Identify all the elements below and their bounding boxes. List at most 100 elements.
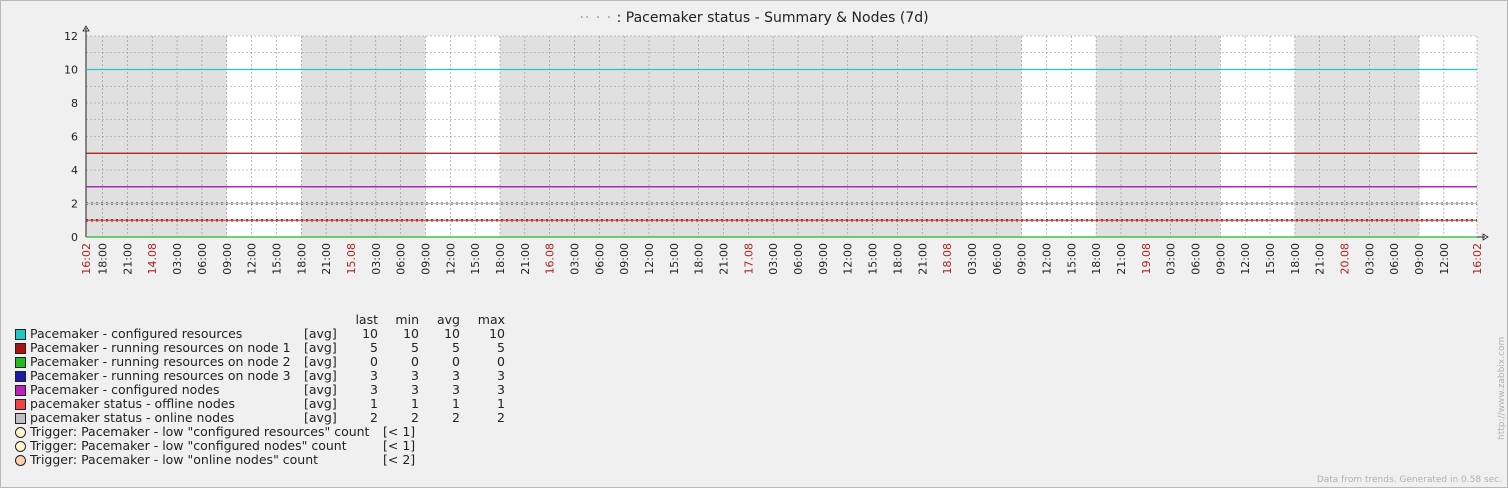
x-tick-label-11: 15.08: [345, 243, 358, 275]
x-tick-label-47: 12:00: [1239, 243, 1252, 275]
y-axis-arrow: [82, 25, 90, 32]
x-tick-label-54: 09:00: [1413, 243, 1426, 275]
legend-item-max: 0: [497, 354, 505, 369]
x-tick-label-51: 20.08: [1339, 243, 1352, 275]
legend-item-last: 0: [370, 354, 378, 369]
x-tick-label-9: 18:00: [295, 243, 308, 275]
x-tick-label-43: 19.08: [1140, 243, 1153, 275]
legend-item-func: [avg]: [304, 340, 337, 355]
legend-item-name: pacemaker status - offline nodes: [30, 396, 235, 411]
legend-item-avg: 10: [444, 326, 460, 341]
legend-item-avg: 1: [452, 396, 460, 411]
x-tick-label-23: 12:00: [643, 243, 656, 275]
legend-item-max: 10: [489, 326, 505, 341]
x-tick-label-38: 09:00: [1016, 243, 1029, 275]
x-tick-label-1: 18:00: [97, 243, 110, 275]
legend-swatch: [15, 329, 26, 340]
trigger-dot-icon: [15, 455, 26, 466]
trigger-name: Trigger: Pacemaker - low "configured res…: [30, 424, 370, 439]
y-tick-label-4: 8: [71, 97, 78, 110]
y-tick-label-5: 10: [64, 64, 78, 77]
legend-item-max: 5: [497, 340, 505, 355]
x-tick-label-39: 12:00: [1040, 243, 1053, 275]
legend-item-avg: 3: [452, 368, 460, 383]
legend-item-avg: 2: [452, 410, 460, 425]
x-tick-label-12: 03:00: [370, 243, 383, 275]
legend-item-min: 3: [411, 368, 419, 383]
x-tick-label-33: 18:00: [891, 243, 904, 275]
x-tick-label-0: 16:02: [80, 243, 93, 275]
x-tick-label-30: 09:00: [817, 243, 830, 275]
legend-item-min: 1: [411, 396, 419, 411]
x-tick-label-29: 06:00: [792, 243, 805, 275]
legend-item-max: 1: [497, 396, 505, 411]
legend-swatch: [15, 413, 26, 424]
legend-item-name: Pacemaker - running resources on node 2: [30, 354, 291, 369]
legend-item-last: 3: [370, 368, 378, 383]
zabbix-watermark: http://www.zabbix.com: [1497, 336, 1507, 440]
legend-item-min: 10: [403, 326, 419, 341]
legend-item-avg: 5: [452, 340, 460, 355]
legend-item-min: 5: [411, 340, 419, 355]
legend-item-func: [avg]: [304, 368, 337, 383]
y-tick-label-1: 2: [71, 198, 78, 211]
x-tick-label-16: 15:00: [469, 243, 482, 275]
x-tick-label-15: 12:00: [444, 243, 457, 275]
x-tick-label-28: 03:00: [767, 243, 780, 275]
legend-item-last: 10: [362, 326, 378, 341]
chart-title-text: : Pacemaker status - Summary & Nodes (7d…: [616, 10, 929, 26]
x-tick-label-26: 21:00: [718, 243, 731, 275]
legend-item-func: [avg]: [304, 326, 337, 341]
x-tick-label-31: 12:00: [842, 243, 855, 275]
legend-swatch: [15, 371, 26, 382]
legend-item-max: 3: [497, 368, 505, 383]
legend-item-func: [avg]: [304, 382, 337, 397]
x-tick-label-32: 15:00: [867, 243, 880, 275]
legend-item-func: [avg]: [304, 410, 337, 425]
x-tick-label-53: 06:00: [1388, 243, 1401, 275]
legend-swatch: [15, 343, 26, 354]
legend-item-name: Pacemaker - configured nodes: [30, 382, 220, 397]
x-tick-label-17: 18:00: [494, 243, 507, 275]
x-tick-label-24: 15:00: [668, 243, 681, 275]
legend-header-min: min: [395, 312, 419, 327]
x-tick-label-8: 15:00: [270, 243, 283, 275]
y-tick-label-3: 6: [71, 131, 78, 144]
x-tick-label-18: 21:00: [519, 243, 532, 275]
x-tick-label-45: 06:00: [1189, 243, 1202, 275]
legend-item-min: 3: [411, 382, 419, 397]
x-tick-label-55: 12:00: [1438, 243, 1451, 275]
x-tick-label-7: 12:00: [246, 243, 259, 275]
y-tick-label-0: 0: [71, 231, 78, 244]
legend-header-last: last: [355, 312, 378, 327]
legend-item-name: Pacemaker - running resources on node 3: [30, 368, 291, 383]
x-tick-label-50: 21:00: [1314, 243, 1327, 275]
legend-swatch: [15, 357, 26, 368]
x-tick-label-20: 03:00: [569, 243, 582, 275]
x-tick-label-4: 03:00: [171, 243, 184, 275]
x-tick-label-56: 16:02: [1471, 243, 1484, 275]
x-tick-label-27: 17.08: [742, 243, 755, 275]
x-tick-label-19: 16.08: [544, 243, 557, 275]
legend-item-name: pacemaker status - online nodes: [30, 410, 235, 425]
x-tick-label-41: 18:00: [1090, 243, 1103, 275]
legend-item-max: 3: [497, 382, 505, 397]
night-band-4: [1294, 36, 1420, 237]
legend-item-min: 0: [411, 354, 419, 369]
legend-item-last: 1: [370, 396, 378, 411]
legend-header-max: max: [477, 312, 505, 327]
legend-item-name: Pacemaker - configured resources: [30, 326, 243, 341]
legend-header-avg: avg: [437, 312, 460, 327]
x-tick-label-35: 18.08: [941, 243, 954, 275]
generated-note: Data from trends. Generated in 0.58 sec.: [1316, 475, 1502, 485]
legend-swatch: [15, 399, 26, 410]
x-tick-label-10: 21:00: [320, 243, 333, 275]
legend-item-avg: 3: [452, 382, 460, 397]
x-tick-label-46: 09:00: [1214, 243, 1227, 275]
x-tick-label-3: 14.08: [146, 243, 159, 275]
trigger-value: [< 1]: [383, 424, 416, 439]
x-tick-label-6: 09:00: [221, 243, 234, 275]
x-tick-label-48: 15:00: [1264, 243, 1277, 275]
legend-item-name: Pacemaker - running resources on node 1: [30, 340, 291, 355]
x-tick-label-13: 06:00: [395, 243, 408, 275]
